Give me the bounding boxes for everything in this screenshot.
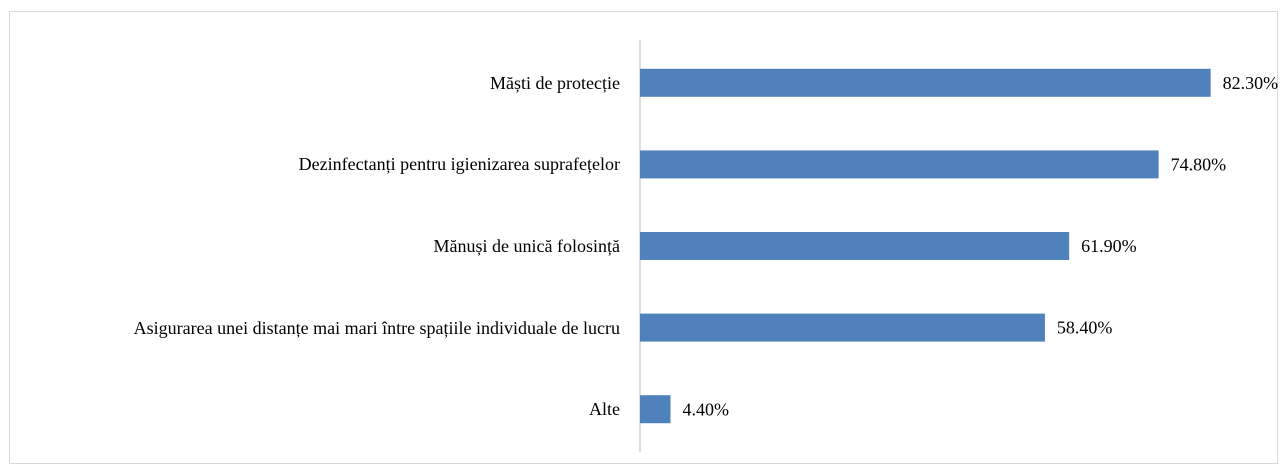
chart-frame	[9, 11, 1278, 464]
category-label: Alte	[589, 399, 620, 420]
category-label: Mănuși de unică folosință	[433, 236, 620, 256]
bar	[640, 313, 1045, 342]
category-label: Asigurarea unei distanțe mai mari între …	[133, 317, 620, 338]
bar	[640, 232, 1070, 260]
value-label: 74.80%	[1171, 155, 1227, 175]
value-label: 61.90%	[1081, 236, 1137, 256]
value-label: 82.30%	[1223, 73, 1279, 93]
bar	[640, 68, 1211, 97]
value-label: 4.40%	[683, 399, 730, 419]
category-label: Dezinfectanți pentru igienizarea suprafe…	[298, 154, 620, 175]
category-label: Măști de protecție	[490, 72, 620, 93]
bar	[640, 395, 671, 424]
bar	[640, 150, 1159, 179]
value-label: 58.40%	[1057, 318, 1113, 338]
